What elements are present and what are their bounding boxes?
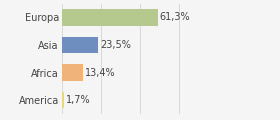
Bar xyxy=(62,9,158,26)
Text: 23,5%: 23,5% xyxy=(100,40,131,50)
Bar xyxy=(62,37,99,53)
Bar xyxy=(62,92,64,108)
Text: 13,4%: 13,4% xyxy=(85,68,115,78)
Text: 61,3%: 61,3% xyxy=(160,12,190,22)
Bar xyxy=(62,64,83,81)
Text: 1,7%: 1,7% xyxy=(66,95,91,105)
